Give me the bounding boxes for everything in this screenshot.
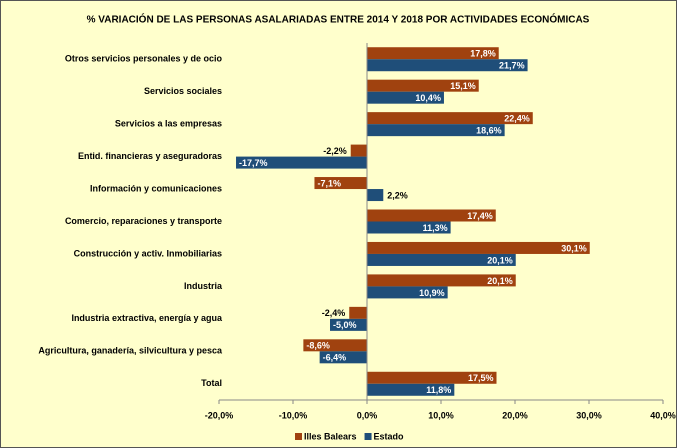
bar bbox=[367, 286, 448, 299]
data-label: 11,3% bbox=[423, 223, 448, 233]
legend-label: Estado bbox=[374, 431, 405, 441]
bar bbox=[367, 221, 451, 234]
bar bbox=[303, 339, 367, 352]
data-label: -7,1% bbox=[317, 178, 341, 188]
category-label: Otros servicios personales y de ocio bbox=[65, 54, 223, 64]
data-label: 30,1% bbox=[561, 243, 587, 253]
data-label: 11,8% bbox=[426, 385, 451, 395]
category-label: Información y comunicaciones bbox=[90, 183, 222, 193]
x-tick-label: 30,0% bbox=[576, 410, 602, 420]
x-tick-label: 10,0% bbox=[428, 410, 454, 420]
data-label: 17,4% bbox=[467, 211, 493, 221]
data-label: 2,2% bbox=[387, 190, 408, 200]
x-tick-label: 0,0% bbox=[357, 410, 378, 420]
data-label: 20,1% bbox=[487, 276, 513, 286]
legend-swatch bbox=[295, 433, 302, 440]
data-label: -8,6% bbox=[306, 341, 330, 351]
x-tick-label: 20,0% bbox=[502, 410, 528, 420]
bar bbox=[330, 318, 367, 331]
legend-swatch bbox=[364, 433, 372, 440]
category-label: Entid. financieras y aseguradoras bbox=[78, 151, 222, 161]
category-label: Industria bbox=[184, 281, 223, 291]
bar bbox=[367, 124, 505, 137]
data-label: 22,4% bbox=[504, 114, 530, 124]
data-label: -2,4% bbox=[322, 308, 346, 318]
bar bbox=[236, 156, 367, 169]
data-label: 10,4% bbox=[415, 93, 441, 103]
bar bbox=[367, 47, 499, 60]
category-label: Construcción y activ. Inmobiliarias bbox=[74, 248, 222, 258]
bar bbox=[367, 209, 496, 222]
category-label: Comercio, reparaciones y transporte bbox=[65, 216, 222, 226]
data-label: 21,7% bbox=[499, 61, 525, 71]
bar bbox=[367, 371, 497, 384]
bar bbox=[367, 112, 533, 125]
bar bbox=[367, 253, 516, 266]
category-label: Servicios a las empresas bbox=[115, 119, 222, 129]
data-label: -5,0% bbox=[333, 320, 357, 330]
bar bbox=[349, 306, 367, 319]
bar bbox=[367, 383, 455, 396]
data-label: 20,1% bbox=[487, 255, 513, 265]
bar bbox=[367, 59, 528, 72]
x-tick-label: -20,0% bbox=[205, 410, 234, 420]
bar bbox=[319, 351, 367, 364]
x-tick-label: 40,0% bbox=[650, 410, 676, 420]
data-label: -17,7% bbox=[239, 158, 268, 168]
chart-title: % VARIACIÓN DE LAS PERSONAS ASALARIADAS … bbox=[87, 13, 590, 26]
category-label: Industria extractiva, energía y agua bbox=[71, 313, 223, 323]
x-tick-label: -10,0% bbox=[279, 410, 308, 420]
data-label: -6,4% bbox=[323, 353, 347, 363]
bar bbox=[367, 189, 384, 202]
category-label: Agricultura, ganadería, silvicultura y p… bbox=[38, 346, 223, 356]
data-label: 15,1% bbox=[450, 81, 476, 91]
bar bbox=[350, 144, 367, 157]
bar bbox=[314, 177, 367, 190]
data-label: 17,5% bbox=[468, 373, 494, 383]
bar bbox=[367, 91, 444, 104]
data-label: 17,8% bbox=[470, 49, 496, 59]
bar bbox=[367, 79, 479, 92]
bar bbox=[367, 274, 516, 287]
bar bbox=[367, 241, 590, 254]
data-label: -2,2% bbox=[323, 146, 347, 156]
data-label: 10,9% bbox=[419, 288, 445, 298]
data-label: 18,6% bbox=[476, 126, 502, 136]
category-label: Total bbox=[201, 378, 222, 388]
category-label: Servicios sociales bbox=[144, 86, 222, 96]
legend-label: Illes Balears bbox=[304, 431, 357, 441]
